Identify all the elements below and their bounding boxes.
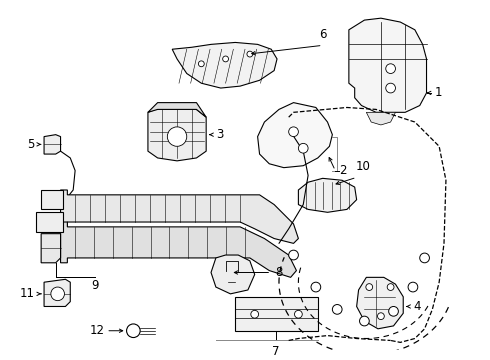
Polygon shape: [148, 103, 206, 117]
Circle shape: [294, 310, 302, 318]
Circle shape: [386, 64, 395, 73]
Polygon shape: [235, 297, 318, 331]
Polygon shape: [44, 279, 70, 306]
Polygon shape: [172, 42, 277, 88]
Circle shape: [420, 253, 429, 263]
Circle shape: [377, 313, 384, 320]
Circle shape: [332, 305, 342, 314]
Circle shape: [289, 127, 298, 136]
Polygon shape: [61, 190, 298, 243]
Circle shape: [386, 83, 395, 93]
Polygon shape: [44, 135, 61, 154]
Polygon shape: [298, 178, 357, 212]
Polygon shape: [41, 190, 64, 210]
Polygon shape: [36, 212, 64, 232]
Circle shape: [222, 56, 228, 62]
Circle shape: [289, 250, 298, 260]
Circle shape: [387, 284, 394, 291]
Text: 12: 12: [89, 324, 104, 337]
Text: 6: 6: [319, 28, 326, 41]
Text: 8: 8: [275, 266, 283, 279]
Circle shape: [408, 282, 418, 292]
Circle shape: [247, 51, 253, 57]
Polygon shape: [148, 105, 206, 161]
Text: 4: 4: [413, 300, 420, 313]
Circle shape: [389, 306, 398, 316]
Polygon shape: [349, 18, 426, 112]
Text: 7: 7: [272, 345, 280, 358]
Text: 1: 1: [434, 86, 442, 99]
Polygon shape: [211, 255, 255, 294]
Circle shape: [168, 127, 187, 146]
Text: 11: 11: [19, 287, 34, 300]
Circle shape: [366, 284, 373, 291]
Polygon shape: [258, 103, 332, 168]
Text: 3: 3: [216, 128, 223, 141]
Text: 5: 5: [27, 138, 34, 151]
Text: 10: 10: [356, 161, 371, 174]
Circle shape: [360, 316, 369, 326]
Circle shape: [198, 61, 204, 67]
Text: 9: 9: [91, 279, 98, 292]
Circle shape: [51, 287, 65, 301]
Text: 2: 2: [339, 164, 346, 177]
Circle shape: [298, 143, 308, 153]
Polygon shape: [41, 234, 61, 263]
Circle shape: [311, 282, 321, 292]
Circle shape: [126, 324, 140, 338]
Circle shape: [251, 310, 259, 318]
Polygon shape: [61, 222, 296, 277]
Polygon shape: [367, 112, 395, 125]
Polygon shape: [357, 277, 403, 329]
